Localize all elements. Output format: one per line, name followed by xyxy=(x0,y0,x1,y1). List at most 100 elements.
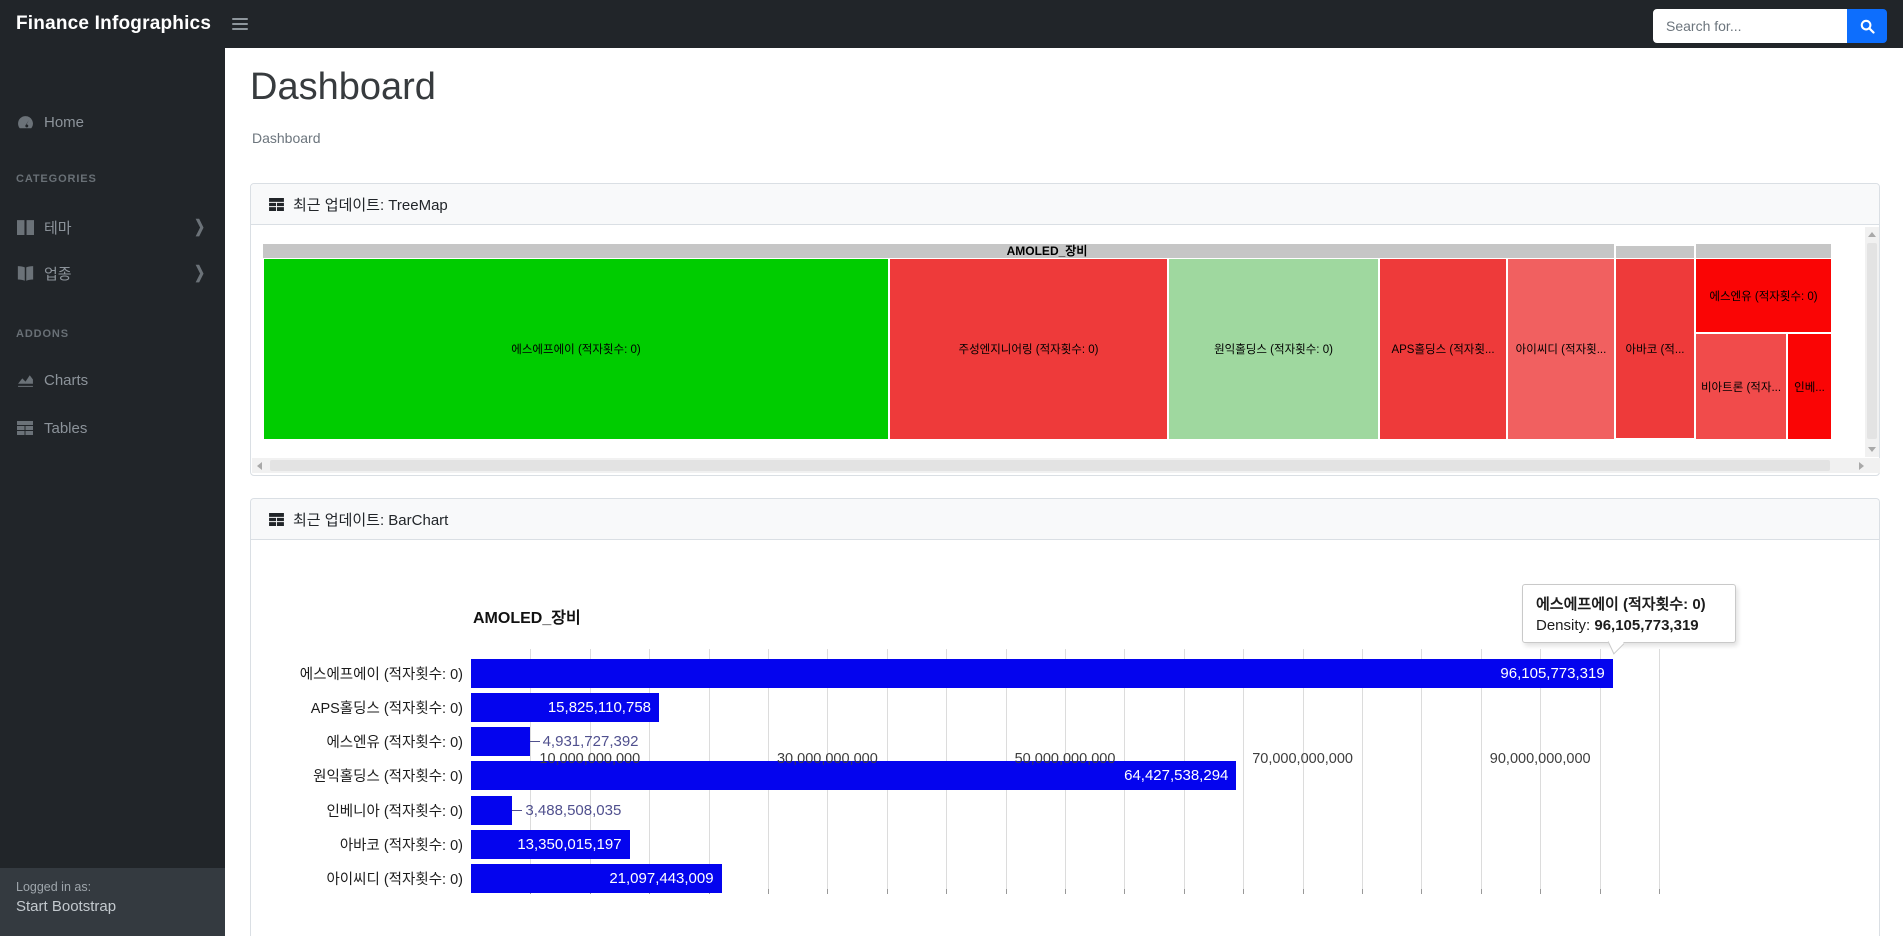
axis-minor-tick xyxy=(1362,889,1363,894)
axis-minor-tick xyxy=(886,889,888,894)
bar-value-label: 13,350,015,197 xyxy=(517,836,622,853)
table-icon xyxy=(269,197,284,211)
axis-minor-tick xyxy=(1302,889,1304,894)
vertical-scrollbar-thumb[interactable] xyxy=(1867,243,1877,439)
x-axis-tick-label: 90,000,000,000 xyxy=(1489,751,1591,767)
axis-minor-tick xyxy=(1243,889,1245,894)
treemap-tile-label: 주성엔지니어링 (적자횟수: 0) xyxy=(958,344,1099,356)
category-label: 에스에프에이 (적자횟수: 0) xyxy=(299,666,463,683)
bar[interactable] xyxy=(471,795,513,825)
sidebar-item-home[interactable]: Home xyxy=(0,100,225,144)
treemap-tile-label: 원익홀딩스 (적자횟수: 0) xyxy=(1214,344,1333,356)
sidebar-item-label: Charts xyxy=(44,371,89,389)
search-input[interactable] xyxy=(1653,9,1847,43)
breadcrumb: Dashboard xyxy=(252,130,321,146)
gridline xyxy=(1480,649,1482,889)
category-label: 인베니아 (적자횟수: 0) xyxy=(326,803,463,820)
logged-in-user: Start Bootstrap xyxy=(16,898,117,915)
axis-minor-tick xyxy=(1540,889,1542,894)
treemap-group-band[interactable]: AMOLED_장비 xyxy=(263,244,1831,258)
treemap-tile-label: 아바코 (적... xyxy=(1625,344,1685,356)
axis-minor-tick xyxy=(1421,889,1423,894)
chart-area-icon xyxy=(16,371,34,389)
book-open-icon xyxy=(16,264,34,282)
navbar-search xyxy=(1653,9,1887,43)
sidebar-item-label: Home xyxy=(44,113,85,131)
category-label: 원익홀딩스 (적자횟수: 0) xyxy=(313,769,463,786)
treemap-tile-label: 비아트론 (적자... xyxy=(1700,381,1782,394)
treemap-tile[interactable]: 주성엔지니어링 (적자횟수: 0) xyxy=(890,259,1167,439)
bar[interactable]: 15,825,110,758 xyxy=(471,692,659,722)
treemap-card-title: 최근 업데이트: TreeMap xyxy=(293,196,448,214)
gridline xyxy=(1659,649,1660,889)
axis-minor-tick xyxy=(1124,889,1126,894)
axis-minor-tick xyxy=(1065,889,1066,894)
sidebar-footer: Logged in as: Start Bootstrap xyxy=(0,868,225,936)
sidebar-item-industry[interactable]: 업종 ❯ xyxy=(0,251,225,295)
treemap-horizontal-scrollbar[interactable] xyxy=(252,458,1880,473)
hamburger-icon xyxy=(232,18,248,20)
category-label: 아이씨디 (적자횟수: 0) xyxy=(326,872,463,889)
x-axis-tick-label: 30,000,000,000 xyxy=(776,751,878,767)
treemap-tile[interactable]: 아이씨디 (적자횟... xyxy=(1508,259,1614,439)
treemap-tile-label: 인베... xyxy=(1794,381,1825,394)
page-title: Dashboard xyxy=(250,66,436,108)
sidebar-item-charts[interactable]: Charts xyxy=(0,358,225,402)
sidebar: Home CATEGORIES 테마 ❯ 업종 ❯ ADDONS Charts … xyxy=(0,48,225,936)
tooltip-value: 96,105,773,319 xyxy=(1594,617,1699,634)
treemap-tile-label: 에스에프에이 (적자횟수: 0) xyxy=(511,344,641,356)
axis-minor-tick xyxy=(1599,889,1601,894)
barchart-card-title: 최근 업데이트: BarChart xyxy=(293,511,449,529)
hamburger-icon xyxy=(232,28,248,30)
scroll-up-icon[interactable] xyxy=(1868,232,1876,237)
gridline xyxy=(1599,649,1601,889)
treemap-vertical-scrollbar[interactable] xyxy=(1865,227,1879,457)
bar[interactable]: 21,097,443,009 xyxy=(471,864,722,894)
tooltip-value-line: Density: 96,105,773,319 xyxy=(1536,617,1699,634)
sidebar-item-theme[interactable]: 테마 ❯ xyxy=(0,205,225,249)
sidebar-item-tables[interactable]: Tables xyxy=(0,406,225,450)
treemap-tile[interactable]: 인베... xyxy=(1788,334,1831,439)
x-axis-tick-label: 70,000,000,000 xyxy=(1252,751,1353,767)
gridline xyxy=(1302,649,1304,889)
barchart-card: 최근 업데이트: BarChart AMOLED_장비 에스에프에이 (적자횟수… xyxy=(250,498,1880,936)
treemap-tile[interactable]: 비아트론 (적자... xyxy=(1696,334,1786,439)
category-label: 에스엔유 (적자횟수: 0) xyxy=(326,735,463,752)
bar[interactable]: 64,427,538,294 xyxy=(471,761,1237,791)
treemap-tile[interactable]: 에스엔유 (적자횟수: 0) xyxy=(1696,259,1831,332)
scroll-right-icon[interactable] xyxy=(1859,462,1864,470)
chevron-right-icon: ❯ xyxy=(194,262,205,283)
treemap: 에스에프에이 (적자횟수: 0) 주성엔지니어링 (적자횟수: 0) 원익홀딩스 (… xyxy=(263,258,1831,439)
sidebar-toggle-button[interactable] xyxy=(232,15,252,33)
bar[interactable] xyxy=(471,727,530,757)
chart-tooltip: 에스에프에이 (적자횟수: 0) Density: 96,105,773,319 xyxy=(1522,584,1736,655)
treemap-tile-label: 에스엔유 (적자횟수: 0) xyxy=(1709,290,1818,303)
treemap-tile[interactable]: 에스에프에이 (적자횟수: 0) xyxy=(264,259,888,439)
scroll-left-icon[interactable] xyxy=(257,462,262,470)
treemap-tile[interactable]: APS홀딩스 (적자횟... xyxy=(1380,259,1506,439)
treemap-tile[interactable]: 아바코 (적... xyxy=(1616,259,1694,439)
bar[interactable]: 96,105,773,319 xyxy=(471,658,1613,688)
label-leader-line xyxy=(512,809,523,811)
x-axis-tick-label: 10,000,000,000 xyxy=(539,751,641,767)
sidebar-item-label: Tables xyxy=(44,419,88,437)
search-icon xyxy=(1860,19,1875,34)
axis-minor-tick xyxy=(827,889,829,894)
treemap-tile[interactable]: 원익홀딩스 (적자횟수: 0) xyxy=(1169,259,1378,439)
bar[interactable]: 13,350,015,197 xyxy=(471,830,630,859)
sidebar-item-label: 테마 xyxy=(44,219,72,237)
chevron-right-icon: ❯ xyxy=(194,216,205,237)
gridline xyxy=(1362,649,1363,889)
barchart-card-header: 최근 업데이트: BarChart xyxy=(251,499,1879,540)
search-button[interactable] xyxy=(1847,9,1887,43)
brand-title[interactable]: Finance Infographics xyxy=(16,13,212,34)
logged-in-as-label: Logged in as: xyxy=(16,880,92,894)
horizontal-scrollbar-thumb[interactable] xyxy=(270,460,1830,471)
chart-title: AMOLED_장비 xyxy=(473,610,581,627)
top-navbar: Finance Infographics xyxy=(0,0,1903,48)
scroll-down-icon[interactable] xyxy=(1868,447,1876,452)
treemap-tile-label: 아이씨디 (적자횟... xyxy=(1515,344,1607,356)
sidebar-heading-addons: ADDONS xyxy=(16,328,69,340)
bar-value-label: 15,825,110,758 xyxy=(547,698,651,716)
table-icon xyxy=(269,512,284,526)
